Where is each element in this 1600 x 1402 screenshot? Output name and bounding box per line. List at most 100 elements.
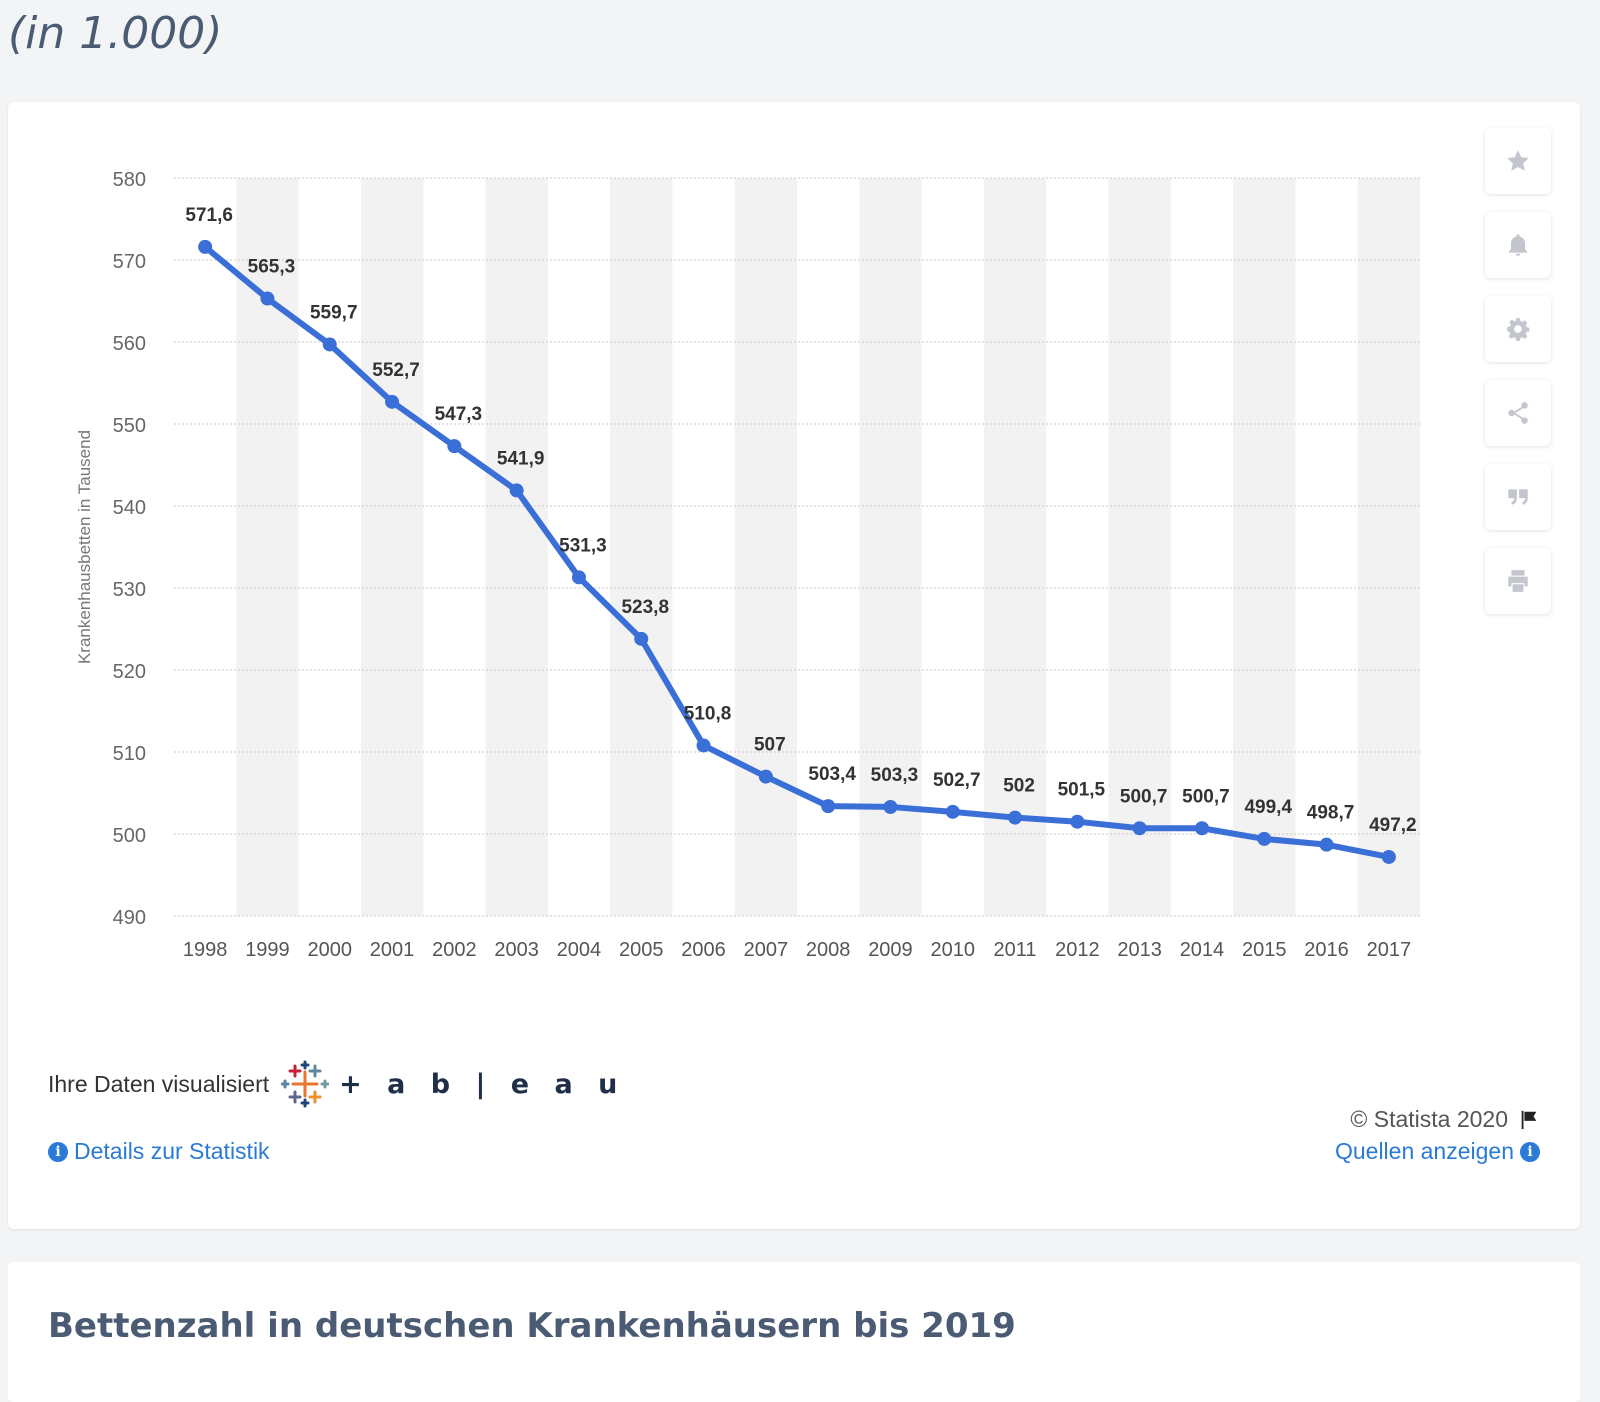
print-icon (1508, 570, 1528, 592)
column-band (236, 178, 299, 916)
x-tick-label: 2013 (1117, 939, 1162, 961)
cite-button[interactable] (1485, 464, 1551, 530)
x-tick-label: 2010 (931, 939, 976, 961)
data-point (385, 394, 400, 409)
x-tick-label: 2016 (1304, 939, 1349, 961)
data-point (1070, 814, 1085, 829)
x-tick-label: 2006 (681, 939, 726, 961)
notify-button[interactable] (1485, 212, 1551, 278)
x-tick-label: 2007 (744, 939, 789, 961)
page-heading: (in 1.000) (8, 8, 223, 59)
data-point (1319, 837, 1334, 852)
y-tick-label: 490 (113, 907, 146, 929)
data-label: 500,7 (1182, 786, 1230, 807)
y-tick-label: 520 (113, 661, 146, 683)
x-tick-label: 2002 (432, 939, 477, 961)
data-point (509, 483, 524, 498)
data-label: 499,4 (1244, 797, 1292, 818)
x-tick-label: 2015 (1242, 939, 1287, 961)
y-tick-label: 540 (113, 497, 146, 519)
data-label: 503,3 (871, 765, 919, 786)
column-band (1108, 178, 1171, 916)
section-card: Bettenzahl in deutschen Krankenhäusern b… (8, 1262, 1580, 1402)
details-link[interactable]: i Details zur Statistik (48, 1138, 270, 1165)
data-point (945, 804, 960, 819)
visualized-label: Ihre Daten visualisiert (48, 1070, 270, 1097)
share-button[interactable] (1485, 380, 1551, 446)
data-label: 498,7 (1307, 803, 1355, 824)
data-point (821, 799, 836, 814)
data-label: 507 (754, 735, 786, 756)
data-point (1257, 831, 1272, 846)
y-tick-label: 530 (113, 579, 146, 601)
data-label: 565,3 (248, 257, 296, 278)
x-tick-label: 2008 (806, 939, 851, 961)
tableau-cross-icon (281, 1060, 330, 1108)
x-tick-label: 2012 (1055, 939, 1100, 961)
bell-icon (1508, 234, 1528, 256)
sources-link[interactable]: Quellen anzeigen i (1335, 1138, 1540, 1165)
y-tick-label: 570 (113, 251, 146, 273)
data-point (1008, 810, 1023, 825)
details-link-label: Details zur Statistik (74, 1138, 270, 1164)
chart-card: 490 500 510 520 530 540 550 560 570 580 Krankenhau… (8, 102, 1580, 1229)
tableau-logo[interactable]: + a b | e a u (281, 1060, 625, 1108)
data-label: 559,7 (310, 302, 358, 323)
y-tick-label: 550 (113, 415, 146, 437)
data-label: 531,3 (559, 535, 607, 556)
quote-icon (1508, 489, 1528, 505)
data-point (883, 799, 898, 814)
x-tick-label: 2017 (1367, 939, 1412, 961)
y-tick-label: 510 (113, 743, 146, 765)
data-point (322, 337, 337, 352)
data-point (1132, 821, 1147, 836)
data-point (447, 439, 462, 454)
star-icon (1507, 150, 1529, 171)
print-button[interactable] (1485, 548, 1551, 614)
data-label: 552,7 (372, 360, 420, 381)
data-label: 547,3 (435, 404, 483, 425)
favorite-button[interactable] (1485, 128, 1551, 194)
share-icon (1508, 402, 1528, 424)
info-icon: i (48, 1141, 68, 1162)
column-band (1357, 178, 1420, 916)
x-tick-label: 2003 (494, 939, 539, 961)
x-tick-label: 2004 (557, 939, 602, 961)
gear-icon (1507, 318, 1530, 341)
x-tick-label: 1998 (183, 939, 228, 961)
data-label: 510,8 (684, 703, 732, 724)
column-band (485, 178, 548, 916)
y-axis-label: Krankenhausbetten in Tausend (75, 430, 94, 664)
series-line (202, 243, 1392, 860)
x-tick-label: 2009 (868, 939, 913, 961)
y-tick-label: 580 (113, 169, 146, 191)
data-point (696, 738, 711, 753)
data-point (198, 239, 213, 254)
data-label: 497,2 (1369, 815, 1417, 836)
settings-button[interactable] (1485, 296, 1551, 362)
data-point (634, 631, 649, 646)
x-tick-label: 1999 (245, 939, 290, 961)
y-tick-label: 560 (113, 333, 146, 355)
x-tick-label: 2005 (619, 939, 664, 961)
data-label: 500,7 (1120, 786, 1168, 807)
data-label: 541,9 (497, 448, 545, 469)
section-title: Bettenzahl in deutschen Krankenhäusern b… (48, 1306, 1016, 1346)
x-tick-label: 2000 (308, 939, 353, 961)
data-label: 523,8 (621, 597, 669, 618)
chart-toolbar (1485, 128, 1551, 632)
data-label: 502,7 (933, 770, 981, 791)
column-band (1233, 178, 1296, 916)
visualized-by: Ihre Daten visualisiert + a b | e a u (48, 1060, 625, 1108)
data-point (260, 291, 275, 306)
data-label: 503,4 (808, 764, 856, 785)
column-band (983, 178, 1047, 916)
x-tick-label: 2011 (994, 939, 1037, 961)
data-point (758, 769, 773, 784)
column-band (610, 178, 673, 916)
tableau-wordmark: + a b | e a u (339, 1068, 626, 1100)
column-band (859, 178, 922, 916)
x-tick-label: 2014 (1180, 939, 1225, 961)
flag-icon[interactable] (1518, 1109, 1540, 1131)
data-label: 501,5 (1058, 780, 1106, 801)
